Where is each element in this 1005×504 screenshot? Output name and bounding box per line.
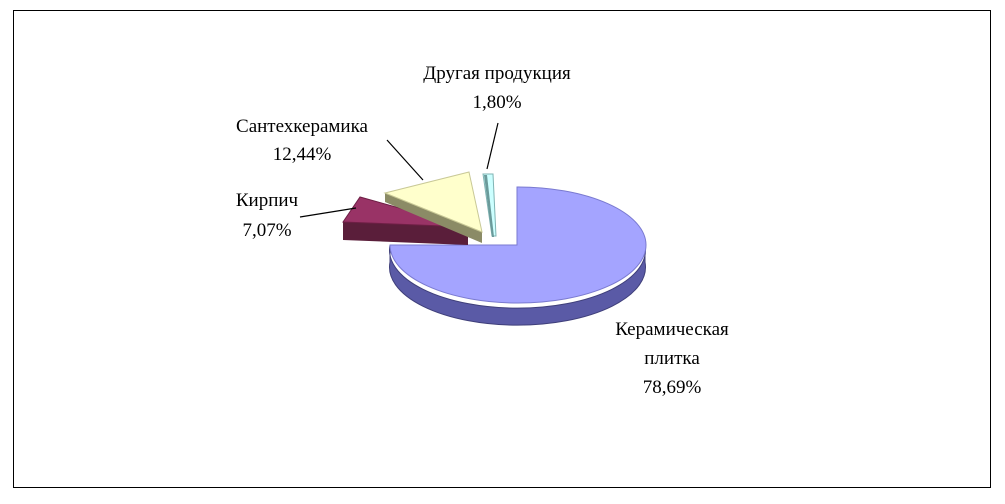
label-ceramic-tile-pct: 78,69% xyxy=(643,377,702,398)
pie-slice-ceramic-tile xyxy=(389,186,647,326)
leader-line-other xyxy=(486,122,499,170)
leader-line-sanitary xyxy=(386,139,424,181)
pie-slice-other xyxy=(482,173,497,237)
pie-slice-sanitary xyxy=(383,171,483,243)
label-brick: Кирпич xyxy=(236,190,299,211)
label-brick-pct: 7,07% xyxy=(242,220,291,241)
label-other-pct: 1,80% xyxy=(472,92,521,113)
leader-line-brick xyxy=(299,207,357,218)
label-sanitary: Сантехкерамика xyxy=(236,116,369,137)
label-sanitary-pct: 12,44% xyxy=(273,144,332,165)
label-ceramic-tile-line2: плитка xyxy=(644,348,700,369)
label-other: Другая продукция xyxy=(423,63,571,84)
label-ceramic-tile-line1: Керамическая xyxy=(615,319,729,340)
